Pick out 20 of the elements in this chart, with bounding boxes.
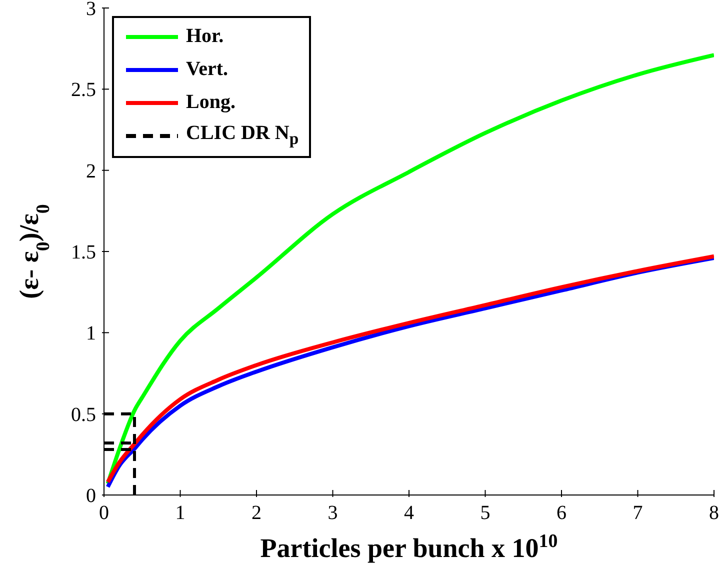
y-tick-label: 1.5: [71, 242, 96, 264]
y-tick-label: 3: [86, 0, 96, 20]
y-tick-label: 0.5: [71, 404, 96, 426]
x-tick-label: 2: [252, 502, 262, 524]
x-axis-title: Particles per bunch x 10$^{10}$: [260, 530, 558, 563]
legend-label: Hor.: [186, 25, 224, 48]
x-tick-label: 8: [709, 502, 719, 524]
y-tick-label: 2: [86, 160, 96, 182]
legend-label: Vert.: [186, 58, 228, 81]
y-tick-label: 1: [86, 322, 96, 345]
x-tick-label: 1: [175, 502, 186, 524]
legend-label: Long.: [186, 91, 236, 114]
x-tick-label: 3: [328, 502, 338, 524]
x-tick-label: 7: [632, 502, 643, 524]
x-tick-label: 5: [480, 502, 490, 524]
legend-label: CLIC DR N$_{p}$: [186, 122, 299, 149]
y-tick-label: 2.5: [71, 79, 96, 102]
y-tick-label: 0: [86, 485, 96, 507]
x-tick-label: 4: [404, 502, 414, 524]
x-tick-label: 6: [556, 502, 566, 524]
